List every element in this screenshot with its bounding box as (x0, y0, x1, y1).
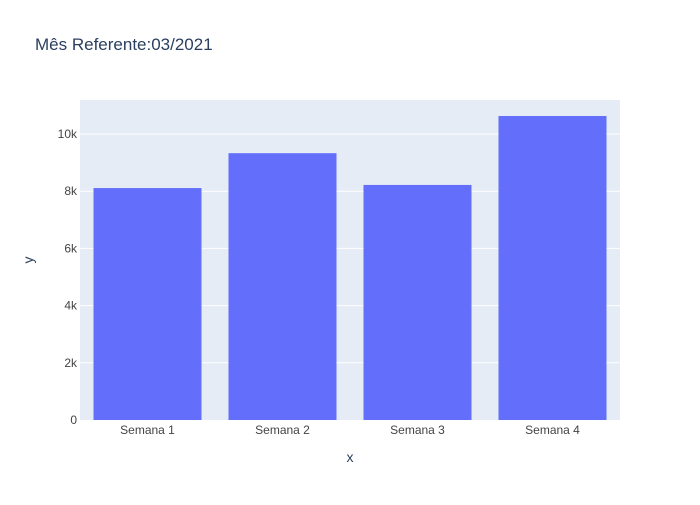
chart-title: Mês Referente:03/2021 (35, 35, 213, 54)
y-axis-label: y (20, 257, 36, 264)
x-tick-label: Semana 1 (120, 423, 175, 437)
bar (93, 188, 202, 420)
bar (498, 116, 607, 421)
x-tick-label: Semana 4 (525, 423, 580, 437)
y-axis-ticks: 0 2k 4k 6k 8k 10k (58, 127, 78, 427)
y-tick-label: 8k (64, 184, 78, 198)
y-tick-label: 2k (64, 356, 78, 370)
bar (363, 184, 472, 420)
x-axis-ticks: Semana 1 Semana 2 Semana 3 Semana 4 (120, 423, 580, 437)
bar (228, 153, 337, 420)
y-tick-label: 4k (64, 299, 78, 313)
x-tick-label: Semana 2 (255, 423, 310, 437)
y-tick-label: 10k (58, 127, 78, 141)
y-tick-label: 0 (70, 413, 77, 427)
y-tick-label: 6k (64, 241, 78, 255)
bars (93, 116, 607, 421)
x-axis-label: x (347, 449, 354, 465)
x-tick-label: Semana 3 (390, 423, 445, 437)
